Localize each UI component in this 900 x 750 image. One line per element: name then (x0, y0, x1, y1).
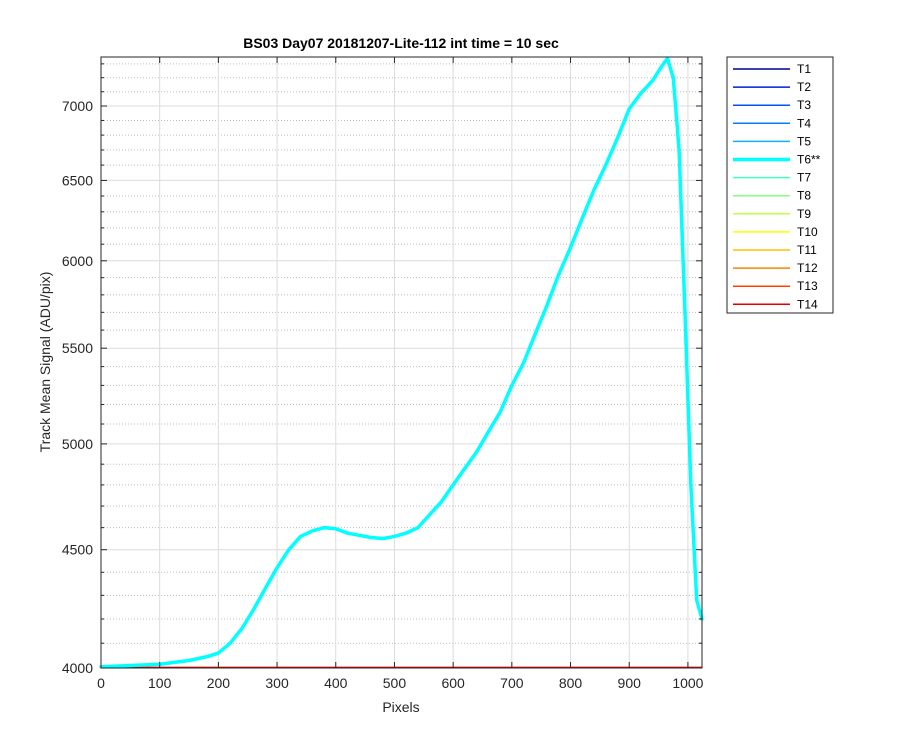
legend-label-t10: T10 (797, 225, 818, 239)
minor-grid (101, 63, 702, 644)
legend-label-t11: T11 (797, 243, 817, 257)
legend-label-t14: T14 (797, 297, 818, 311)
legend-label-t5: T5 (797, 134, 811, 148)
x-tick-label: 700 (500, 675, 524, 691)
x-axis-label: Pixels (382, 699, 419, 715)
y-tick-label: 6500 (62, 172, 93, 188)
legend-label-t12: T12 (797, 261, 818, 275)
y-axis-label: Track Mean Signal (ADU/pix) (37, 272, 53, 453)
legend-label-t2: T2 (797, 80, 811, 94)
x-tick-label: 1000 (672, 675, 703, 691)
x-tick-label: 0 (97, 675, 105, 691)
tick-marks (100, 57, 702, 669)
legend-label-t9: T9 (797, 207, 811, 221)
y-tick-label: 5000 (62, 436, 93, 452)
legend-box (726, 56, 834, 314)
legend-label-t8: T8 (797, 189, 811, 203)
axes-frame (100, 56, 703, 669)
legend: T1 T2 T3 T4 T5 T6** T7 T8 T9 T10 T11 T12 T13 T14 (726, 56, 834, 314)
series-line-t6 (99, 56, 704, 669)
x-tick-label: 900 (618, 675, 642, 691)
legend-items: T1 T2 T3 T4 T5 T6** T7 T8 T9 T10 T11 T12 T13 T14 (733, 62, 821, 311)
tick-labels: 0 100 200 300 400 500 600 700 800 900 1000 4000 4500… (62, 98, 704, 691)
legend-label-t1: T1 (797, 62, 811, 76)
x-tick-label: 100 (148, 675, 172, 691)
legend-label-t7: T7 (797, 171, 811, 185)
legend-label-t3: T3 (797, 98, 811, 112)
x-tick-label: 500 (383, 675, 407, 691)
legend-label-t6: T6** (797, 153, 821, 167)
x-tick-label: 200 (207, 675, 231, 691)
x-tick-label: 300 (265, 675, 289, 691)
y-tick-label: 4500 (62, 542, 93, 558)
x-tick-label: 600 (441, 675, 465, 691)
y-tick-label: 6000 (62, 253, 93, 269)
y-tick-label: 4000 (62, 660, 93, 676)
axes-border (100, 56, 703, 669)
x-tick-label: 800 (559, 675, 583, 691)
x-tick-label: 400 (324, 675, 348, 691)
legend-label-t13: T13 (797, 279, 818, 293)
chart-title: BS03 Day07 20181207-Lite-112 int time = … (243, 35, 559, 51)
y-tick-label: 5500 (62, 340, 93, 356)
plot-area (101, 57, 702, 668)
legend-label-t4: T4 (797, 116, 811, 130)
plot-background (101, 57, 702, 668)
y-tick-label: 7000 (62, 98, 93, 114)
